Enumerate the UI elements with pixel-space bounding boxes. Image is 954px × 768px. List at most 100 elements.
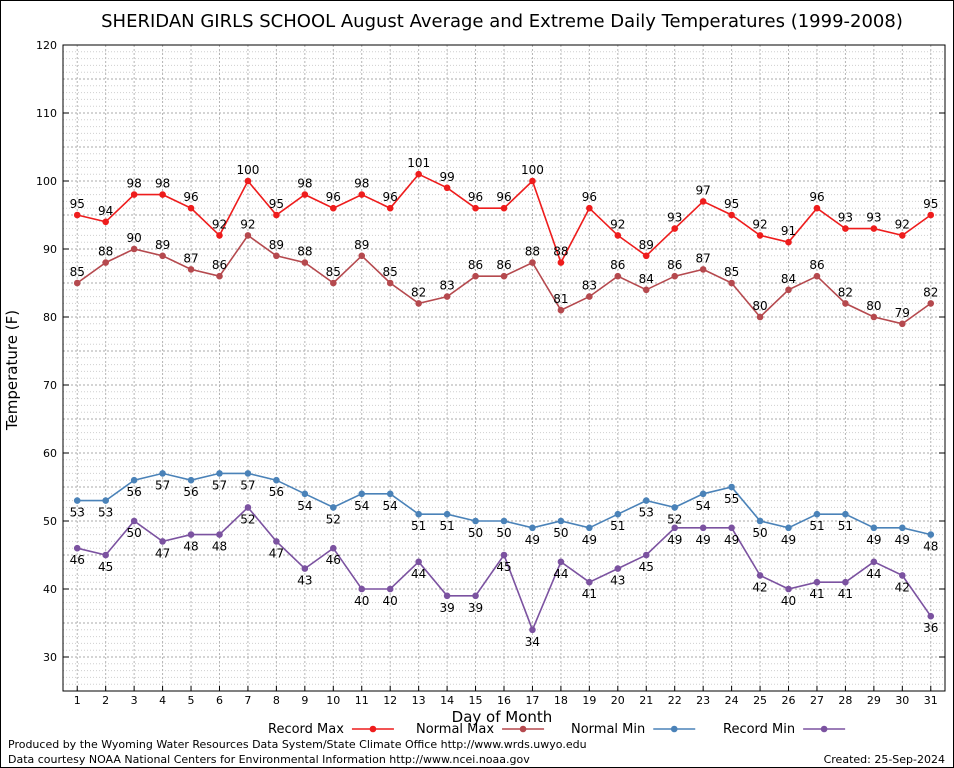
data-point bbox=[244, 470, 252, 477]
data-point bbox=[273, 252, 280, 260]
data-point bbox=[671, 524, 679, 532]
data-label: 88 bbox=[525, 245, 540, 259]
data-point bbox=[216, 232, 223, 239]
data-point bbox=[443, 184, 451, 192]
data-label: 85 bbox=[326, 265, 341, 279]
data-label: 86 bbox=[468, 258, 483, 272]
data-label: 40 bbox=[383, 594, 398, 608]
y-tick-label: 80 bbox=[43, 311, 57, 324]
data-label: 95 bbox=[923, 197, 938, 211]
data-label: 53 bbox=[70, 506, 85, 520]
data-label: 39 bbox=[439, 601, 454, 615]
data-label: 52 bbox=[667, 512, 682, 526]
data-label: 95 bbox=[70, 197, 85, 211]
x-tick-label: 16 bbox=[497, 694, 511, 707]
data-point bbox=[102, 218, 109, 226]
data-point bbox=[728, 524, 735, 532]
grid bbox=[63, 44, 945, 692]
data-label: 86 bbox=[496, 258, 511, 272]
data-label: 96 bbox=[809, 190, 824, 204]
data-point bbox=[785, 286, 792, 294]
data-point bbox=[102, 551, 109, 559]
data-point bbox=[699, 266, 707, 273]
data-label: 40 bbox=[781, 594, 796, 608]
data-label: 56 bbox=[269, 485, 284, 499]
data-label: 46 bbox=[70, 553, 85, 567]
data-point bbox=[728, 211, 735, 219]
data-label: 40 bbox=[354, 594, 369, 608]
data-point bbox=[927, 300, 935, 307]
x-tick-label: 24 bbox=[725, 694, 739, 707]
data-point bbox=[586, 524, 593, 532]
data-label: 50 bbox=[126, 526, 141, 540]
data-point bbox=[301, 259, 309, 266]
data-label: 96 bbox=[468, 190, 483, 204]
data-point bbox=[699, 490, 707, 498]
data-point bbox=[813, 578, 821, 586]
data-label: 49 bbox=[667, 533, 682, 547]
data-point bbox=[927, 531, 935, 538]
data-label: 41 bbox=[809, 587, 824, 601]
data-point bbox=[159, 191, 166, 198]
data-label: 89 bbox=[639, 238, 654, 252]
data-label: 46 bbox=[326, 553, 341, 567]
data-point bbox=[671, 272, 679, 280]
data-point bbox=[216, 272, 223, 280]
data-point bbox=[443, 293, 451, 300]
x-tick-label: 15 bbox=[469, 694, 483, 707]
data-point bbox=[187, 204, 195, 212]
data-point bbox=[358, 585, 366, 593]
data-point bbox=[671, 225, 679, 232]
data-label: 83 bbox=[582, 279, 597, 293]
data-label: 89 bbox=[155, 238, 170, 252]
data-point bbox=[728, 279, 735, 287]
data-label: 54 bbox=[354, 499, 369, 513]
data-label: 39 bbox=[468, 601, 483, 615]
data-point bbox=[870, 524, 878, 532]
data-point bbox=[529, 524, 536, 532]
data-label: 87 bbox=[696, 251, 711, 265]
data-point bbox=[756, 313, 764, 321]
series-group: 95 94 98 98 96 92 100 95 98 96 98 96 101 99 96 96 100 88 9… bbox=[70, 156, 939, 649]
legend-label: Record Max bbox=[268, 722, 344, 737]
data-label: 80 bbox=[866, 299, 881, 313]
data-label: 83 bbox=[439, 279, 454, 293]
data-label: 98 bbox=[155, 177, 170, 191]
data-point bbox=[557, 517, 565, 525]
x-tick-label: 21 bbox=[639, 694, 653, 707]
data-label: 96 bbox=[582, 190, 597, 204]
data-point bbox=[329, 544, 337, 552]
y-tick-label: 110 bbox=[36, 107, 57, 120]
data-label: 43 bbox=[610, 574, 625, 588]
data-point bbox=[586, 578, 593, 586]
data-label: 86 bbox=[809, 258, 824, 272]
data-label: 92 bbox=[240, 217, 255, 231]
data-label: 92 bbox=[895, 217, 910, 231]
x-tick-label: 2 bbox=[102, 694, 109, 707]
data-point bbox=[386, 204, 394, 212]
data-label: 49 bbox=[724, 533, 739, 547]
x-tick-label: 4 bbox=[159, 694, 166, 707]
data-label: 49 bbox=[866, 533, 881, 547]
data-label: 44 bbox=[866, 567, 881, 581]
data-label: 100 bbox=[521, 163, 544, 177]
data-label: 99 bbox=[439, 170, 454, 184]
data-label: 47 bbox=[155, 546, 170, 560]
data-point bbox=[500, 517, 508, 525]
data-label: 79 bbox=[895, 306, 910, 320]
data-point bbox=[756, 232, 764, 239]
data-label: 57 bbox=[240, 478, 255, 492]
y-axis-label: Temperature (F) bbox=[3, 310, 21, 431]
x-tick-label: 12 bbox=[383, 694, 397, 707]
data-label: 92 bbox=[212, 217, 227, 231]
data-point bbox=[500, 551, 508, 559]
data-label: 89 bbox=[354, 238, 369, 252]
data-point bbox=[301, 565, 309, 572]
data-label: 56 bbox=[126, 485, 141, 499]
data-point bbox=[187, 266, 195, 273]
data-point bbox=[614, 565, 622, 572]
data-point bbox=[130, 476, 138, 484]
data-label: 50 bbox=[468, 526, 483, 540]
